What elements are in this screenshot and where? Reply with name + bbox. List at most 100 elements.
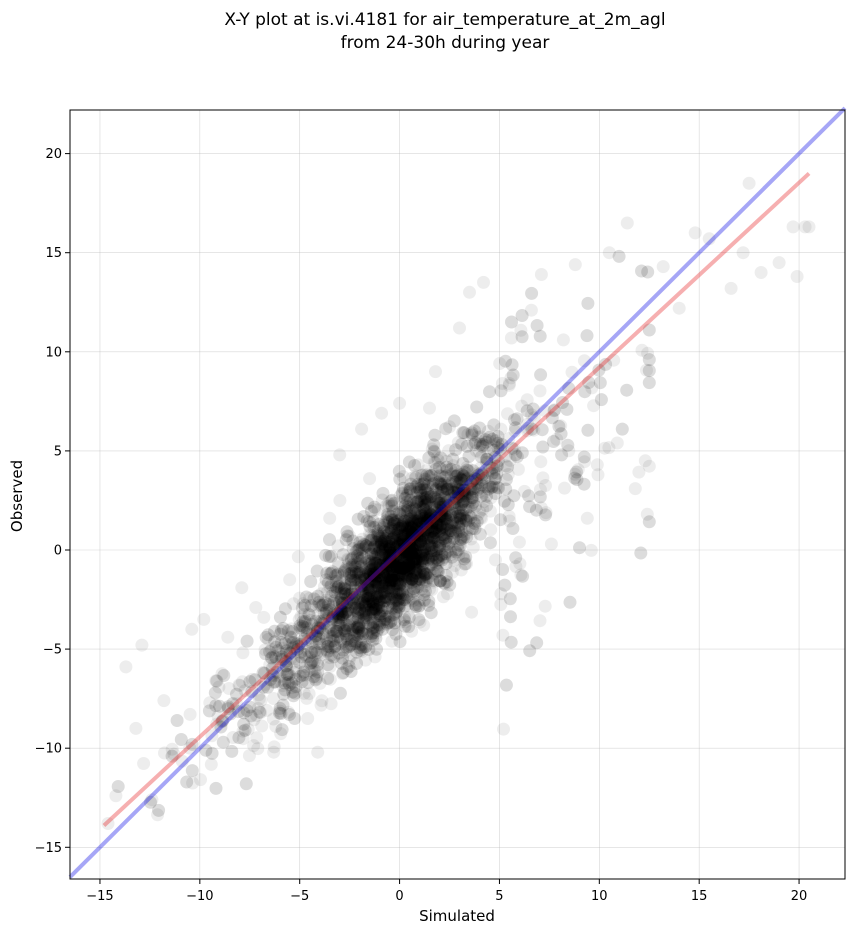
scatter-point bbox=[375, 604, 389, 618]
scatter-point bbox=[470, 476, 484, 490]
scatter-point bbox=[364, 547, 378, 561]
scatter-point bbox=[383, 544, 397, 558]
scatter-point bbox=[406, 515, 420, 529]
scatter-point bbox=[430, 494, 444, 508]
scatter-point bbox=[460, 484, 474, 498]
scatter-point bbox=[346, 612, 360, 626]
scatter-point bbox=[386, 516, 400, 530]
scatter-point bbox=[477, 486, 491, 500]
scatter-point bbox=[305, 627, 319, 641]
scatter-point bbox=[344, 665, 358, 678]
scatter-point bbox=[312, 599, 326, 612]
scatter-point bbox=[307, 663, 321, 677]
scatter-point bbox=[479, 433, 493, 447]
scatter-point bbox=[437, 532, 450, 546]
scatter-point bbox=[421, 552, 435, 566]
scatter-point bbox=[406, 541, 420, 555]
scatter-point bbox=[439, 522, 453, 536]
scatter-point bbox=[371, 558, 385, 572]
scatter-point bbox=[384, 509, 398, 523]
scatter-point bbox=[523, 500, 537, 514]
scatter-point bbox=[598, 441, 612, 455]
scatter-point bbox=[506, 368, 520, 382]
scatter-point bbox=[369, 579, 383, 593]
scatter-point bbox=[399, 569, 413, 583]
scatter-point bbox=[285, 636, 299, 650]
scatter-point bbox=[367, 528, 381, 542]
scatter-point bbox=[465, 474, 479, 488]
scatter-point bbox=[321, 576, 335, 590]
scatter-point bbox=[396, 566, 410, 580]
scatter-point bbox=[457, 426, 471, 440]
scatter-point bbox=[592, 363, 606, 377]
scatter-point bbox=[314, 648, 328, 662]
scatter-point bbox=[370, 596, 384, 610]
scatter-point bbox=[412, 557, 426, 571]
scatter-point bbox=[397, 593, 411, 607]
scatter-point bbox=[409, 552, 423, 566]
scatter-point bbox=[431, 551, 445, 565]
scatter-point bbox=[427, 523, 441, 537]
scatter-point bbox=[421, 505, 435, 519]
scatter-point bbox=[444, 462, 458, 476]
scatter-point bbox=[417, 569, 430, 583]
scatter-point bbox=[450, 475, 463, 489]
scatter-point bbox=[339, 622, 353, 635]
scatter-point bbox=[383, 568, 397, 582]
scatter-point bbox=[361, 589, 375, 603]
scatter-point bbox=[400, 587, 413, 601]
scatter-point bbox=[483, 536, 497, 550]
scatter-point bbox=[451, 487, 465, 501]
scatter-point bbox=[352, 626, 366, 640]
scatter-point bbox=[373, 571, 387, 585]
scatter-point bbox=[382, 584, 396, 598]
scatter-point bbox=[269, 640, 283, 654]
scatter-point bbox=[395, 558, 409, 572]
scatter-point bbox=[414, 554, 428, 568]
scatter-point bbox=[457, 483, 471, 497]
scatter-point bbox=[454, 473, 468, 486]
scatter-point bbox=[333, 618, 347, 632]
scatter-point bbox=[405, 576, 419, 590]
scatter-point bbox=[466, 488, 480, 502]
scatter-point bbox=[456, 489, 470, 503]
scatter-point bbox=[209, 699, 223, 713]
scatter-point bbox=[401, 526, 415, 540]
scatter-point bbox=[303, 657, 317, 671]
scatter-point bbox=[344, 569, 358, 583]
scatter-point bbox=[337, 622, 351, 636]
scatter-point bbox=[396, 562, 410, 576]
scatter-point bbox=[453, 321, 466, 335]
scatter-point bbox=[321, 645, 334, 658]
scatter-point bbox=[428, 535, 442, 549]
scatter-point bbox=[365, 627, 379, 641]
scatter-point bbox=[356, 587, 370, 601]
scatter-point bbox=[384, 494, 398, 508]
scatter-point bbox=[391, 586, 405, 600]
scatter-point bbox=[454, 533, 468, 547]
scatter-point bbox=[405, 471, 419, 485]
scatter-point bbox=[409, 600, 423, 613]
scatter-point bbox=[449, 526, 463, 540]
scatter-point bbox=[357, 606, 371, 620]
scatter-point bbox=[599, 357, 613, 371]
scatter-point bbox=[363, 567, 377, 581]
scatter-point bbox=[484, 491, 498, 505]
scatter-point bbox=[385, 547, 399, 561]
scatter-point bbox=[410, 581, 424, 594]
scatter-point bbox=[398, 546, 412, 560]
scatter-point bbox=[267, 740, 281, 754]
scatter-point bbox=[452, 512, 466, 526]
scatter-point bbox=[393, 521, 406, 535]
scatter-point bbox=[389, 585, 403, 599]
scatter-point bbox=[393, 489, 407, 503]
scatter-point bbox=[398, 562, 412, 576]
scatter-point bbox=[317, 613, 331, 627]
scatter-point bbox=[408, 569, 422, 583]
scatter-point bbox=[510, 412, 524, 426]
scatter-point bbox=[356, 539, 370, 553]
scatter-point bbox=[307, 670, 321, 684]
scatter-point bbox=[403, 484, 417, 498]
scatter-point bbox=[403, 547, 417, 561]
scatter-point bbox=[320, 632, 334, 646]
